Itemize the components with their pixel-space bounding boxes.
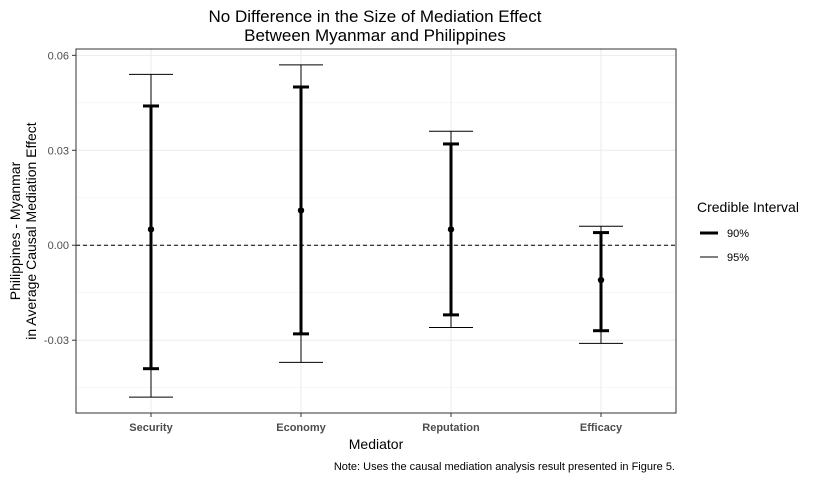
y-tick-label: 0.03	[48, 145, 69, 157]
y-axis-title-line-2: in Average Causal Mediation Effect	[23, 122, 39, 340]
legend-label-95: 95%	[727, 252, 749, 264]
legend-title: Credible Interval	[697, 199, 799, 215]
point-estimate-security	[147, 226, 155, 233]
x-tick-label-economy: Economy	[276, 422, 326, 434]
chart-title-line-2: Between Myanmar and Philippines	[244, 26, 506, 45]
error-bars	[129, 64, 623, 398]
point-estimate-efficacy	[597, 276, 605, 284]
y-tick-label: -0.03	[44, 335, 69, 347]
figure-note: Note: Uses the causal mediation analysis…	[334, 461, 675, 473]
x-tick-label-security: Security	[129, 422, 173, 434]
point-estimate-economy	[297, 207, 305, 214]
y-tick-label: 0.06	[48, 50, 69, 62]
x-axis-ticks: Security Economy Reputation Efficacy	[129, 413, 623, 434]
plot-panel-border	[75, 48, 677, 414]
y-axis-title-line-1: Philippines - Myanmar	[7, 161, 23, 300]
point-estimate-reputation	[447, 226, 455, 233]
y-axis-ticks: 0.06 0.03 0.00 -0.03	[44, 50, 76, 347]
grid	[76, 49, 676, 413]
y-tick-label: 0.00	[48, 240, 69, 252]
chart-title-line-1: No Difference in the Size of Mediation E…	[209, 7, 542, 26]
x-axis-title: Mediator	[349, 436, 404, 452]
legend: Credible Interval 90% 95%	[697, 199, 799, 264]
x-tick-label-reputation: Reputation	[422, 422, 480, 434]
legend-label-90: 90%	[727, 228, 749, 240]
x-tick-label-efficacy: Efficacy	[580, 422, 623, 434]
